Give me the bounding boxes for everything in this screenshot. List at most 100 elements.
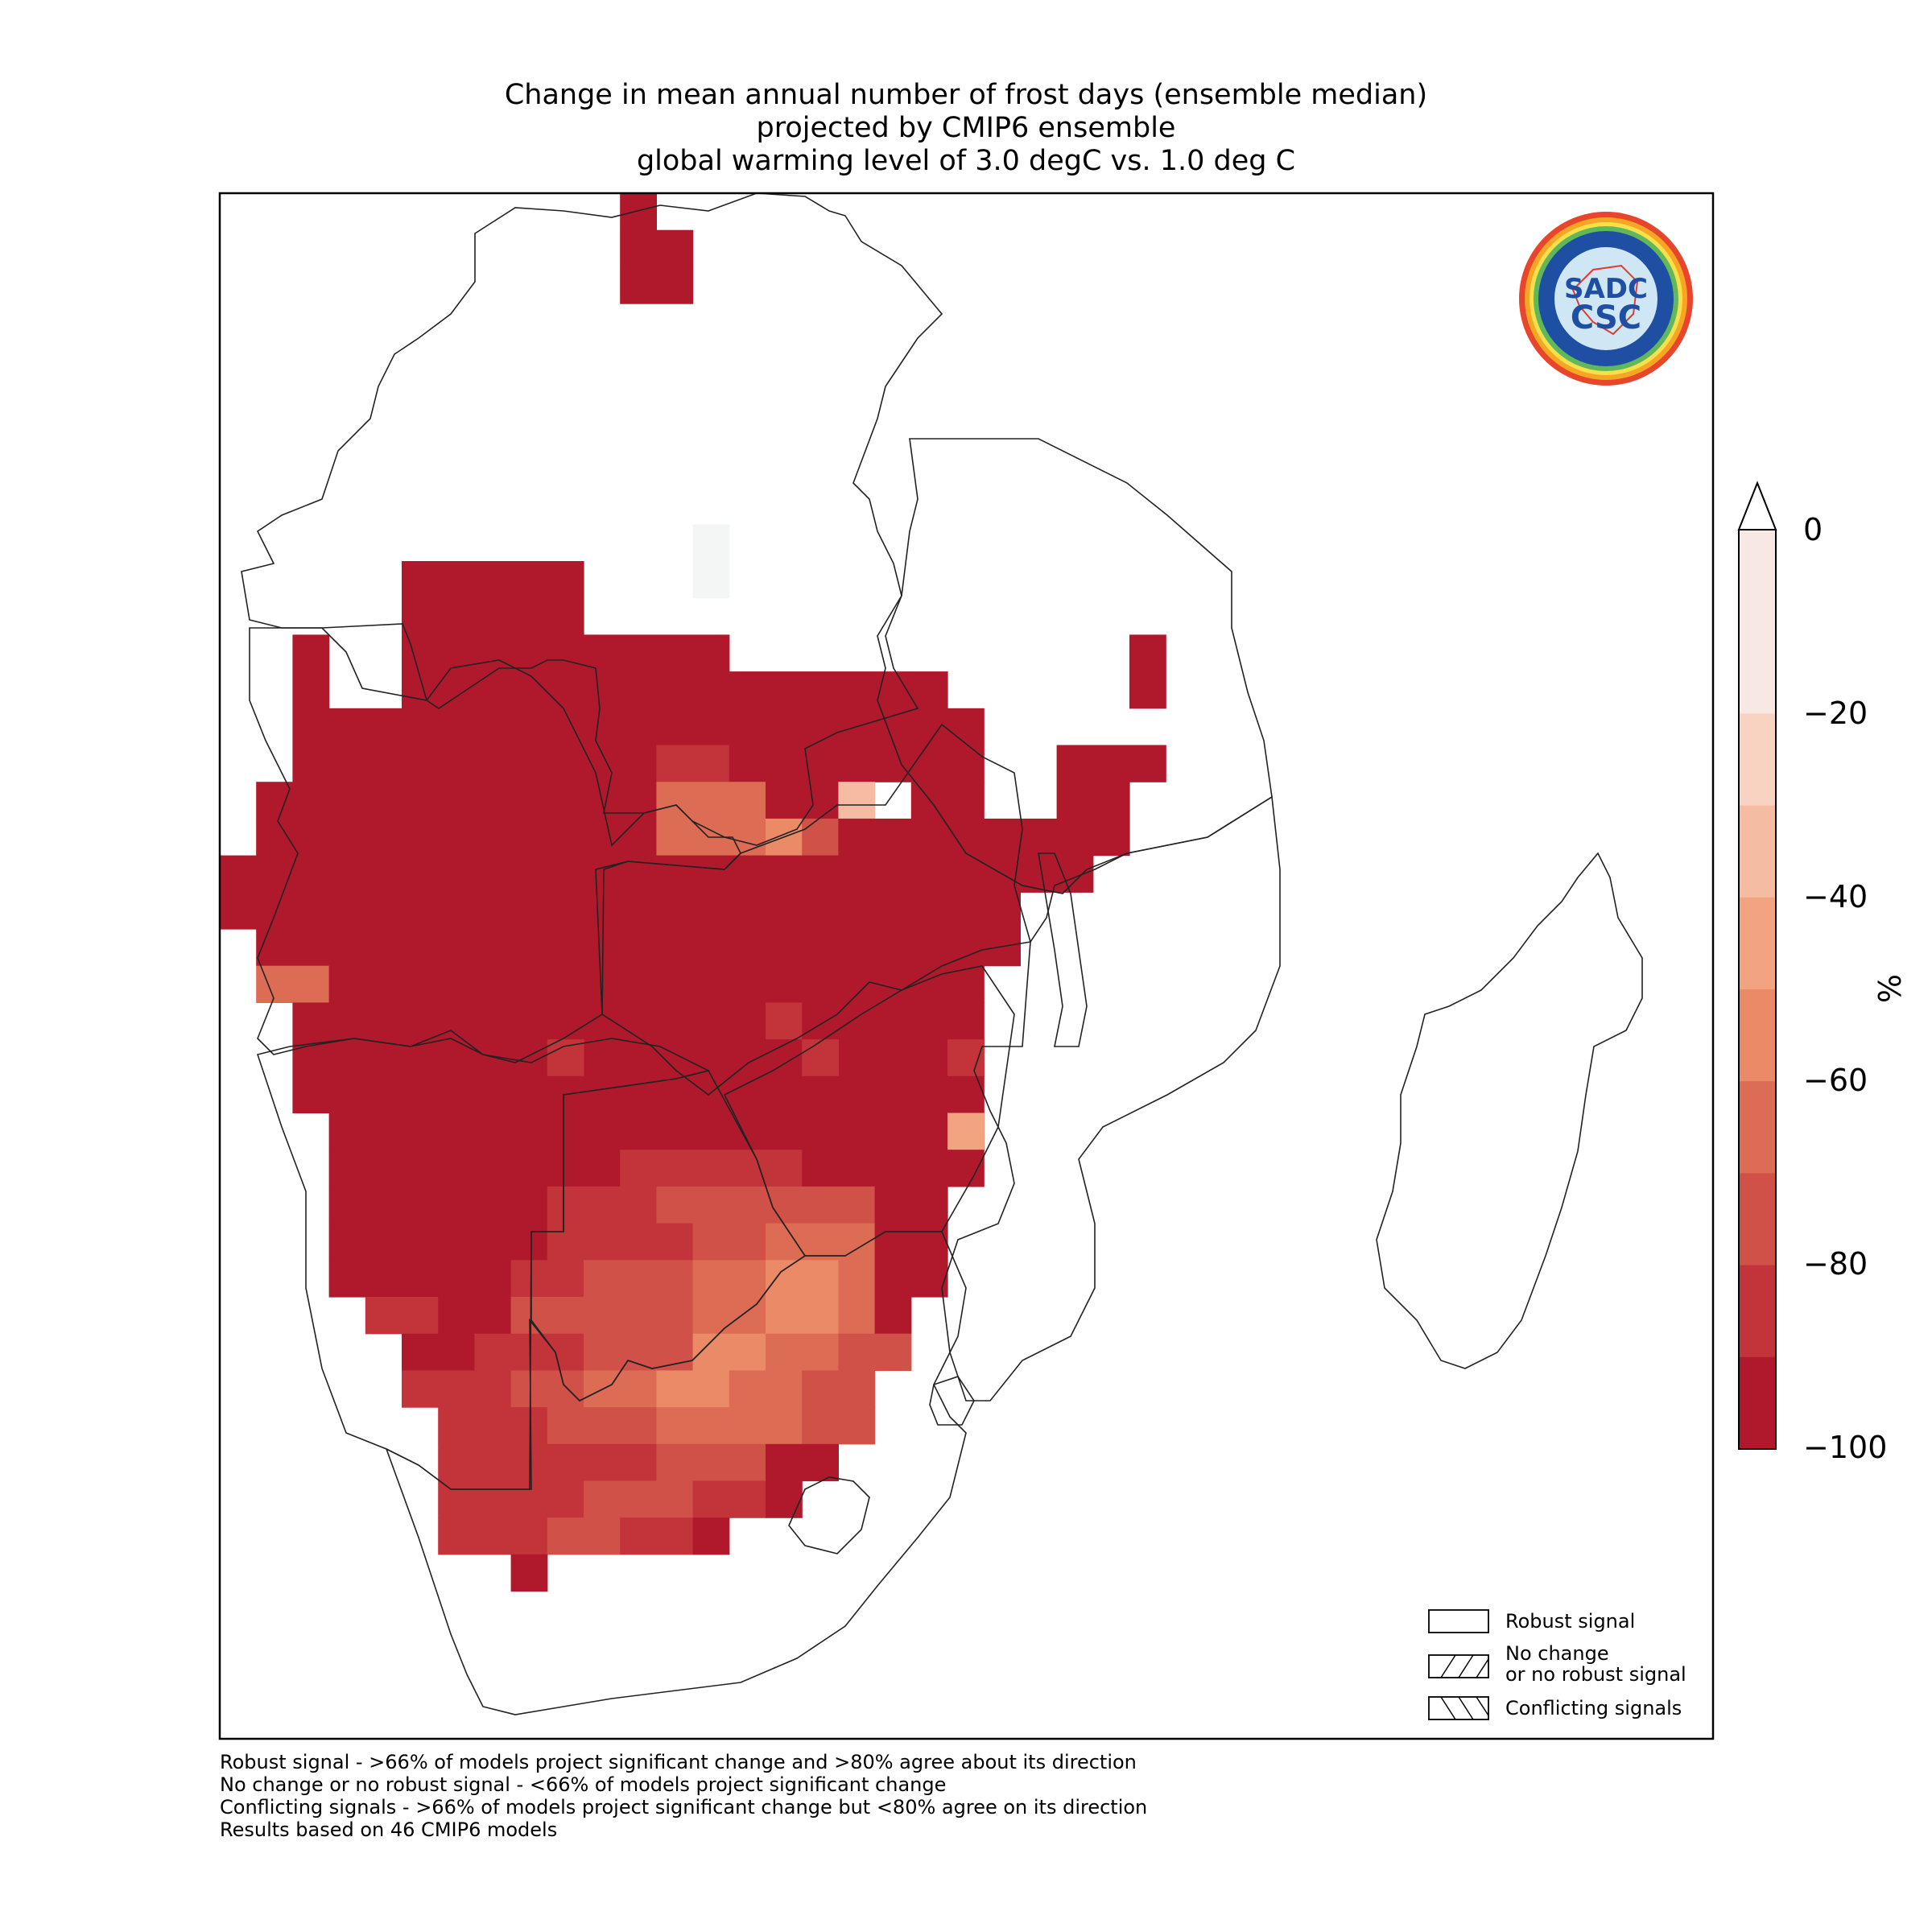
grid-cell	[766, 1480, 803, 1518]
grid-cell	[838, 782, 876, 819]
grid-cell	[766, 1443, 839, 1482]
colorbar-segment	[1739, 1173, 1776, 1266]
grid-cell	[766, 1223, 876, 1261]
border-drc	[241, 192, 943, 847]
grid-cell	[620, 1517, 694, 1555]
grid-cell	[402, 634, 730, 672]
grid-cell	[256, 818, 657, 857]
grid-cell	[802, 818, 839, 857]
colorbar-unit: %	[1871, 974, 1906, 1004]
grid-cell	[729, 1407, 803, 1445]
grid-cell	[874, 1260, 948, 1298]
grid-cell	[438, 1480, 584, 1518]
grid-cell	[328, 1223, 439, 1261]
grid-cell	[766, 1297, 839, 1335]
colorbar-segment	[1739, 1356, 1776, 1450]
grid-cell	[438, 1443, 512, 1482]
colorbar-tick-5: −100	[1803, 1430, 1888, 1465]
grid-cell	[328, 1260, 402, 1298]
sadc-csc-logo: SADC CSC	[1517, 209, 1695, 388]
legend-patches	[1428, 1609, 1489, 1720]
footnote-robust: Robust signal - >66% of models project s…	[220, 1751, 1137, 1773]
grid-cell	[547, 1186, 657, 1224]
grid-cell	[802, 1002, 985, 1040]
grid-cell	[438, 1297, 512, 1335]
grid-cell	[438, 1517, 548, 1555]
map-frame	[218, 192, 1715, 1740]
grid-cell	[328, 965, 985, 1003]
legend-robust-label: Robust signal	[1505, 1610, 1636, 1633]
grid-cell	[510, 1554, 548, 1592]
grid-cell	[292, 708, 985, 746]
colorbar-segment	[1739, 713, 1776, 807]
border-tanzania	[877, 438, 1273, 894]
grid-cell	[656, 782, 766, 819]
grid-cell	[729, 1370, 803, 1408]
footnote-nochange: No change or no robust signal - <66% of …	[220, 1773, 947, 1796]
grid-cell	[510, 745, 657, 782]
border-south-africa	[385, 1231, 967, 1715]
grid-cell	[620, 229, 694, 267]
legend-nochange-label-2: or no robust signal	[1505, 1663, 1686, 1686]
grid-cell	[292, 1075, 985, 1114]
grid-cell	[547, 1039, 584, 1077]
grid-cell	[838, 1297, 876, 1335]
grid-cell	[692, 561, 730, 599]
grid-cell	[547, 1150, 621, 1187]
grid-cell	[620, 193, 657, 231]
colorbar-segment	[1739, 621, 1776, 714]
grid-cell	[656, 1407, 730, 1445]
grid-cell	[656, 1443, 766, 1482]
grid-cell	[584, 1333, 694, 1371]
grid-cell	[910, 1150, 985, 1187]
grid-cell	[766, 1002, 803, 1040]
map-title-line-3: global warming level of 3.0 degC vs. 1.0…	[636, 145, 1296, 177]
legend-nochange-patch	[1428, 1654, 1489, 1678]
grid-cell	[584, 1260, 694, 1298]
grid-cell	[838, 1260, 876, 1298]
legend-conflicting-label: Conflicting signals	[1505, 1697, 1682, 1719]
grid-cell	[656, 1370, 730, 1408]
grid-cell	[947, 1113, 985, 1150]
grid-cell	[510, 1370, 584, 1408]
colorbar-tick-3: −60	[1803, 1063, 1868, 1098]
footnote-models: Results based on 46 CMIP6 models	[220, 1818, 558, 1841]
grid-cell	[402, 1260, 512, 1298]
colorbar-frame	[1738, 529, 1777, 1450]
grid-cell	[438, 1223, 548, 1261]
grid-cell	[874, 1297, 912, 1335]
grid-cell	[692, 1223, 766, 1261]
legend-nochange-label-1: No change	[1505, 1642, 1609, 1665]
grid-cell	[692, 1480, 766, 1518]
legend-conflicting-patch	[1428, 1696, 1489, 1720]
grid-cell	[874, 1223, 948, 1261]
border-malawi	[1038, 852, 1088, 1047]
colorbar-segment	[1739, 805, 1776, 898]
border-mozambique	[941, 795, 1281, 1402]
grid-cell	[328, 1186, 548, 1224]
grid-cell	[584, 1480, 694, 1518]
country-borders	[241, 192, 1643, 1715]
grid-cell	[1056, 745, 1130, 857]
grid-cell	[584, 1370, 657, 1408]
grid-cell	[766, 1260, 839, 1298]
grid-cell	[292, 634, 330, 672]
colorbar-segment	[1739, 1265, 1776, 1358]
grid-cell	[802, 1039, 839, 1077]
grid-cell	[328, 1113, 985, 1150]
grid-cell	[1129, 745, 1166, 782]
grid-cell	[802, 1150, 912, 1187]
grid-cell	[802, 1407, 876, 1445]
grid-cell	[510, 1260, 584, 1298]
logo-text-sadc: SADC	[1564, 273, 1648, 305]
grid-cell	[766, 1333, 839, 1371]
grid-cell	[620, 1150, 803, 1187]
grid-cell	[292, 745, 512, 782]
border-lesotho	[788, 1476, 870, 1554]
grid-cell	[692, 524, 730, 562]
colorbar-segment	[1739, 989, 1776, 1082]
colorbar-tick-1: −20	[1803, 696, 1868, 731]
grid-cell	[838, 818, 985, 857]
grid-cell	[220, 855, 1021, 893]
